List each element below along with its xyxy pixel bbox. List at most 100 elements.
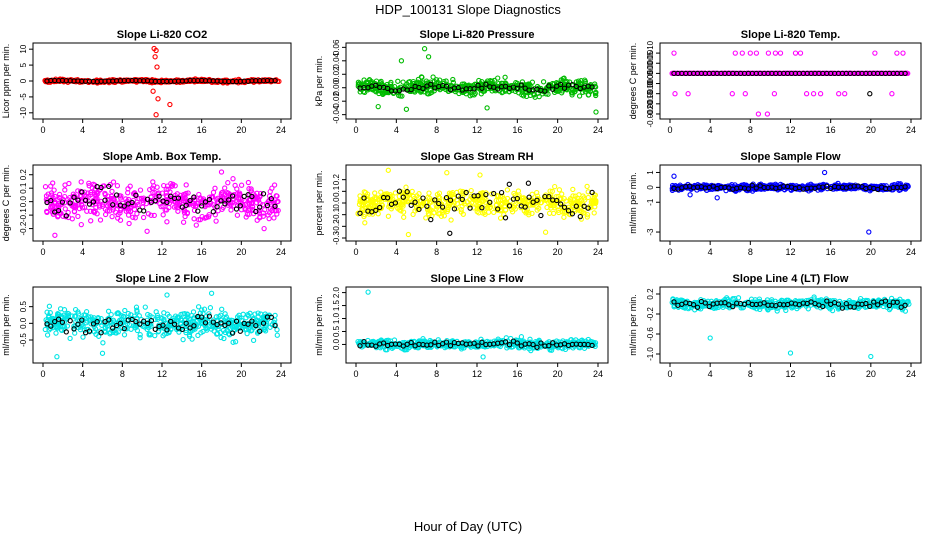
data-point (476, 201, 482, 208)
mean-point (257, 328, 263, 334)
y-tick-label: 2.0 (332, 286, 341, 298)
data-point (584, 212, 591, 218)
data-point (52, 199, 58, 205)
series-points (669, 50, 911, 117)
mean-point (75, 197, 81, 203)
data-point (397, 93, 403, 99)
data-point (424, 207, 431, 213)
data-point (171, 199, 178, 205)
data-point (152, 332, 158, 339)
data-point (467, 201, 473, 208)
outlier-point (99, 350, 106, 356)
mean-point (233, 318, 240, 324)
data-point (359, 201, 365, 208)
x-tick-label: 0 (667, 247, 672, 257)
data-point (214, 330, 221, 337)
outlier-point (742, 91, 748, 97)
data-point (120, 313, 127, 320)
mean-point (561, 204, 568, 210)
mean-point (380, 340, 387, 346)
mean-point (121, 325, 127, 332)
x-tick-label: 20 (236, 247, 246, 257)
data-point (62, 206, 68, 212)
outlier-point (593, 109, 599, 115)
x-tick-label: 4 (80, 247, 85, 257)
mean-point (222, 201, 228, 207)
y-axis-label: ml/min per min. (628, 172, 638, 234)
mean-point (268, 195, 274, 202)
data-point (434, 191, 441, 198)
x-tick-label: 4 (708, 125, 713, 135)
mean-point (210, 209, 216, 215)
mean-point (71, 326, 77, 332)
data-point (185, 314, 191, 320)
data-point (186, 332, 193, 338)
data-point (445, 82, 451, 88)
hourly-mean-points (671, 182, 908, 193)
mean-point (491, 190, 497, 197)
data-point (411, 81, 417, 87)
x-tick-label: 8 (434, 369, 439, 379)
outlier-point (817, 91, 824, 97)
mean-point (260, 191, 267, 197)
mean-point (585, 205, 591, 211)
data-point (515, 188, 522, 194)
y-tick-label: 0.1 (19, 182, 28, 194)
data-point (149, 185, 156, 191)
data-point (115, 203, 121, 209)
data-point (416, 191, 422, 197)
mean-point (902, 184, 908, 190)
data-point (458, 199, 465, 206)
data-point (237, 191, 243, 198)
data-point (98, 316, 104, 322)
outlier-point (167, 101, 173, 108)
y-tick-label: 0.0010 (646, 40, 655, 65)
data-point (270, 78, 276, 84)
data-point (105, 308, 112, 314)
data-point (238, 182, 245, 188)
outlier-point (792, 50, 799, 56)
data-point (147, 186, 153, 193)
data-point (197, 216, 204, 223)
mean-point (589, 189, 595, 196)
mean-point (206, 196, 213, 203)
data-point (100, 340, 106, 346)
y-tick-label: 1.5 (332, 299, 341, 311)
y-tick-label: 0.0 (332, 197, 341, 209)
data-point (201, 77, 208, 83)
mean-point (455, 193, 461, 199)
data-point (378, 78, 384, 85)
data-point (824, 185, 831, 192)
data-point (56, 191, 63, 198)
panel-title: Slope Line 4 (LT) Flow (733, 273, 849, 285)
mean-point (439, 204, 446, 210)
mean-point (538, 212, 544, 219)
data-point (158, 315, 164, 321)
mean-point (214, 204, 220, 210)
data-point (85, 198, 92, 204)
mean-point (534, 344, 540, 350)
mean-point (471, 340, 477, 346)
mean-point (113, 192, 120, 198)
data-point (88, 314, 94, 320)
data-point (212, 185, 218, 191)
mean-point (113, 322, 120, 329)
mean-point (522, 204, 528, 210)
mean-point (475, 82, 481, 88)
data-point (509, 209, 516, 215)
data-point (405, 79, 412, 85)
data-point (767, 70, 773, 77)
y-tick-label: 0.0 (19, 317, 28, 329)
outlier-point (803, 91, 810, 97)
x-tick-label: 0 (667, 125, 672, 135)
x-tick-label: 0 (353, 369, 358, 379)
y-tick-label: 0.5 (332, 325, 341, 337)
data-point (561, 214, 567, 220)
outlier-point (518, 334, 525, 340)
data-point (137, 187, 144, 193)
mean-point (98, 184, 104, 191)
mean-point (148, 317, 155, 324)
hourly-mean-points (357, 180, 595, 236)
